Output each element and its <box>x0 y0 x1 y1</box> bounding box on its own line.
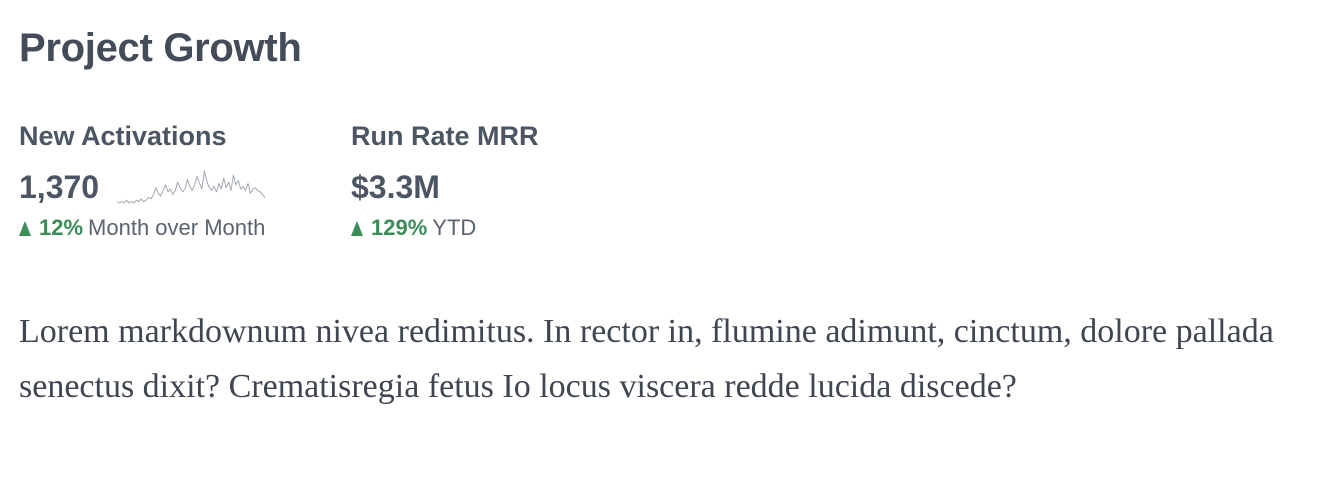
metric-change: 129% YTD <box>351 214 539 242</box>
change-percent: 129% <box>371 215 428 240</box>
metric-value: $3.3M <box>351 169 440 205</box>
metric-label: New Activations <box>19 121 227 151</box>
arrow-up-icon <box>351 221 363 236</box>
metric-value-row: $3.3M <box>351 167 539 213</box>
change-label: Month over Month <box>88 215 266 240</box>
metric-run-rate-mrr: Run Rate MRR $3.3M 129% YTD <box>351 118 539 242</box>
metric-value-row: 1,370 <box>19 167 265 213</box>
sparkline-path <box>117 170 265 204</box>
metric-change: 12% Month over Month <box>19 214 265 242</box>
metric-value: 1,370 <box>19 169 100 205</box>
change-label: YTD <box>432 215 477 240</box>
change-percent: 12% <box>39 215 84 240</box>
metric-label: Run Rate MRR <box>351 121 539 151</box>
metric-new-activations: New Activations 1,370 12% Month over Mont… <box>19 118 265 242</box>
page-title: Project Growth <box>19 26 302 70</box>
body-paragraph: Lorem markdownum nivea redimitus. In rec… <box>19 313 1274 405</box>
sparkline-chart <box>117 170 265 204</box>
arrow-up-icon <box>19 221 31 236</box>
